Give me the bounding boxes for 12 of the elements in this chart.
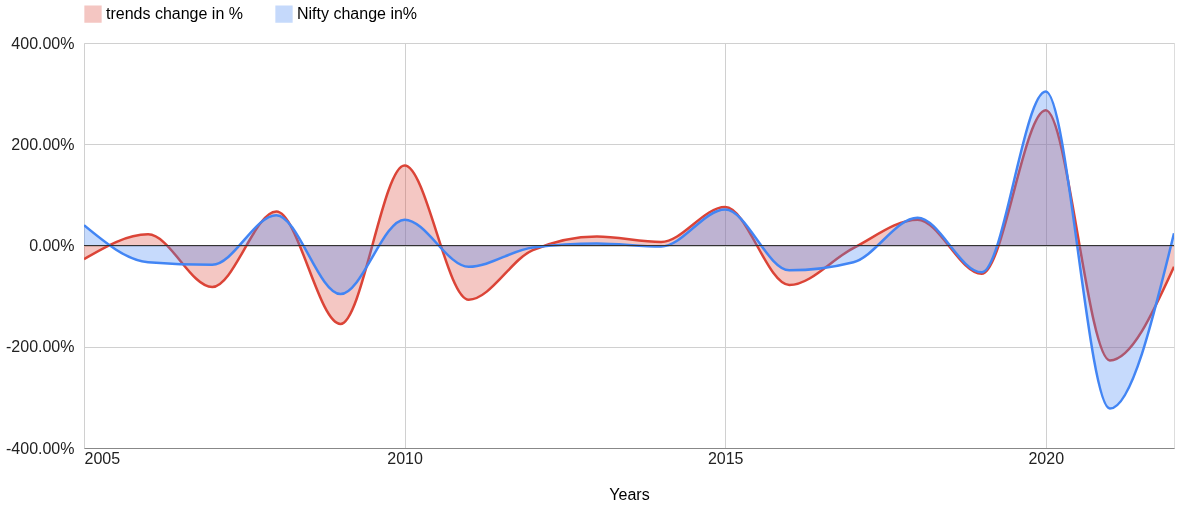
y-tick-label: 0.00% xyxy=(29,237,75,254)
legend-label: trends change in % xyxy=(106,5,243,23)
y-tick-label: 400.00% xyxy=(11,34,75,52)
y-tick-label: -400.00% xyxy=(6,439,75,457)
x-axis-title: Years xyxy=(609,485,650,503)
x-tick-label: 2020 xyxy=(1028,449,1065,467)
legend-label: Nifty change in% xyxy=(297,5,418,23)
x-tick-label: 2005 xyxy=(84,449,121,467)
x-tick-label: 2010 xyxy=(387,449,423,467)
x-tick-label: 2015 xyxy=(707,449,744,467)
y-tick-label: -200.00% xyxy=(6,338,75,356)
y-tick-label: 200.00% xyxy=(11,135,75,153)
